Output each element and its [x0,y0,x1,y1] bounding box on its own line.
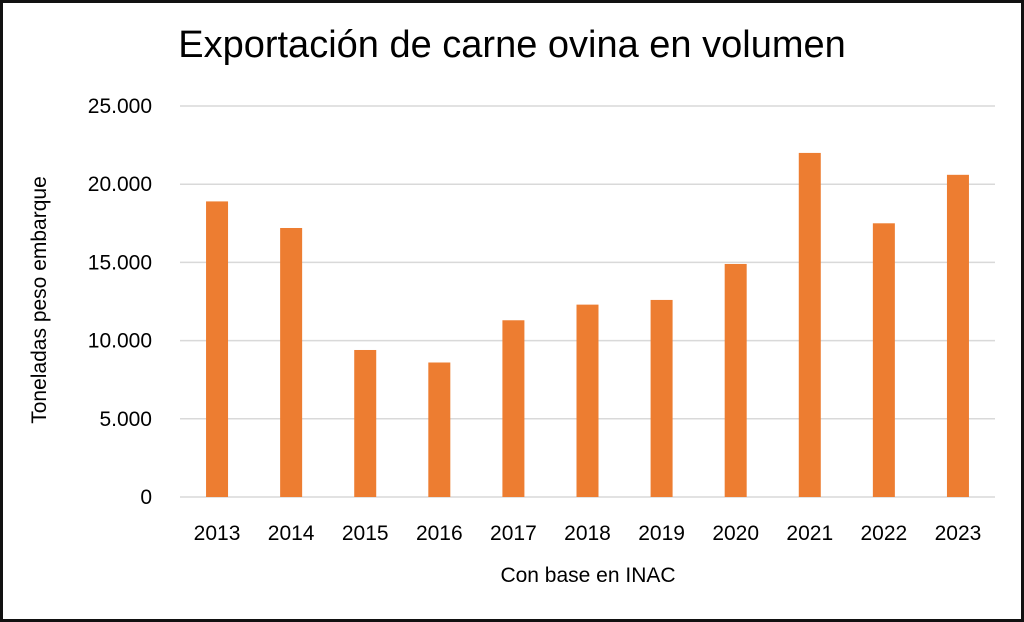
x-tick-label: 2016 [416,522,463,545]
x-tick-label: 2022 [861,522,908,545]
chart-title: Exportación de carne ovina en volumen [178,24,846,66]
bar-2013 [206,201,229,498]
bar-2018 [576,304,599,497]
x-tick-label: 2018 [564,522,611,545]
x-tick-label: 2023 [935,522,982,545]
y-tick-label: 15.000 [88,251,152,274]
y-tick-label: 20.000 [88,173,152,196]
y-tick-label: 5.000 [99,408,152,431]
x-tick-label: 2013 [194,522,241,545]
bar-2014 [280,227,303,497]
x-tick-label: 2020 [712,522,759,545]
bar-2019 [650,299,673,497]
x-tick-label: 2015 [342,522,389,545]
bar-2016 [428,362,451,497]
y-tick-label: 25.000 [88,95,152,118]
x-tick-label: 2014 [268,522,315,545]
bar-2022 [872,223,895,498]
x-tick-label: 2019 [638,522,685,545]
bar-2023 [946,174,969,498]
y-tick-label: 0 [140,486,152,509]
x-axis-label: Con base en INAC [500,564,676,587]
bar-2017 [502,320,525,497]
x-tick-label: 2021 [786,522,833,545]
bar-2015 [354,349,377,497]
bar-2020 [724,263,747,497]
x-tick-label: 2017 [490,522,537,545]
bar-2021 [798,152,821,498]
y-tick-label: 10.000 [88,330,152,353]
